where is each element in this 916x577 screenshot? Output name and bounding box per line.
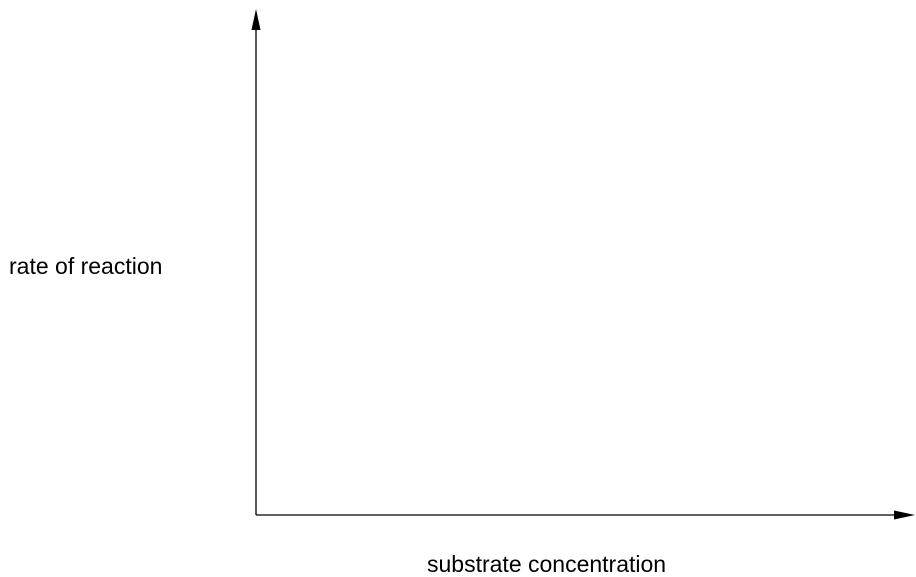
y-axis-arrowhead xyxy=(251,9,261,30)
x-axis-label: substrate concentration xyxy=(427,551,667,577)
x-axis-arrowhead xyxy=(894,510,915,520)
y-axis-label: rate of reaction xyxy=(9,253,163,279)
